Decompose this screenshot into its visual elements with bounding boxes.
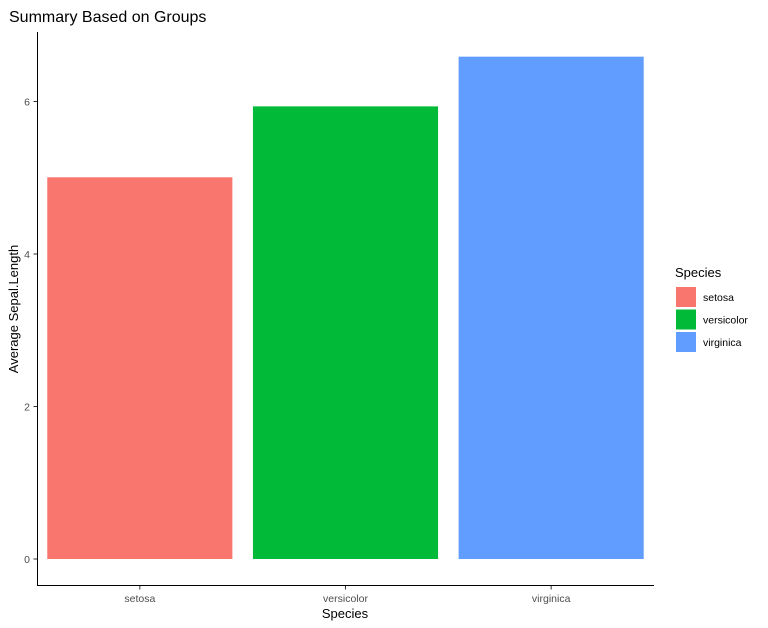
legend-label-virginica: virginica: [703, 337, 742, 349]
bar-versicolor: [252, 106, 439, 559]
bar-setosa: [47, 177, 233, 560]
y-tick-label: 2: [24, 402, 30, 414]
y-tick-label: 6: [24, 97, 30, 109]
chart-title: Summary Based on Groups: [9, 9, 206, 26]
y-tick-label: 0: [24, 554, 30, 566]
bar-virginica: [458, 56, 644, 560]
legend-title: Species: [675, 265, 722, 280]
x-tick-label: virginica: [532, 593, 571, 605]
legend-key-virginica: [676, 332, 696, 352]
x-axis-title: Species: [322, 606, 369, 621]
bars-layer: [47, 56, 644, 560]
legend: Species setosa versicolor virginica: [675, 265, 748, 352]
x-tick-label: versicolor: [323, 593, 368, 605]
y-axis-title: Average Sepal.Length: [6, 245, 21, 373]
legend-key-versicolor: [676, 309, 696, 330]
legend-label-setosa: setosa: [703, 292, 734, 304]
legend-label-versicolor: versicolor: [703, 315, 748, 327]
legend-key-setosa: [676, 287, 696, 307]
x-tick-label: setosa: [124, 593, 155, 605]
legend-items: setosa versicolor virginica: [676, 287, 748, 352]
ticks-layer: setosa versicolor virginica 0 2 4 6: [24, 97, 570, 606]
y-tick-label: 4: [24, 249, 30, 261]
